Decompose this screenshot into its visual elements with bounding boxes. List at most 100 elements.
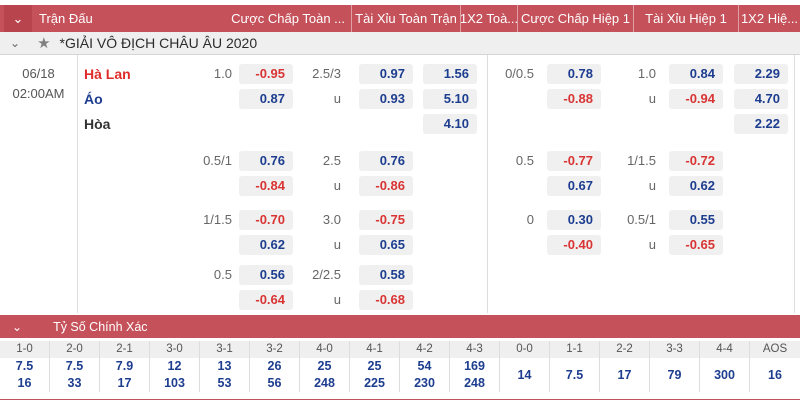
half-hdp-line: 0.5	[515, 153, 534, 168]
correct-score-title: Tỷ Số Chính Xác	[53, 319, 148, 334]
score-column: 1-1 7.5	[550, 341, 600, 392]
half-hdp-odds[interactable]: -0.40	[547, 234, 601, 255]
score-column: 3-0 12 103	[150, 341, 200, 392]
score-odds[interactable]: 7.5	[65, 359, 84, 373]
correct-score-bar: ⌄ Tỷ Số Chính Xác	[0, 315, 800, 338]
score-odds[interactable]: 79	[667, 368, 682, 382]
full-ou-line: 2.5	[322, 153, 341, 168]
half-under-odds[interactable]: -0.65	[669, 234, 723, 255]
league-collapse-chevron-icon[interactable]: ⌄	[10, 36, 21, 50]
full-over-odds[interactable]: 0.97	[359, 63, 413, 84]
half-hdp-odds[interactable]: 0.78	[547, 63, 601, 84]
score-odds[interactable]: 103	[164, 376, 185, 390]
section-divider	[794, 55, 795, 313]
score-odds[interactable]: 248	[464, 376, 485, 390]
score-odds[interactable]: 16	[17, 376, 32, 390]
half-over-odds[interactable]: 0.55	[669, 209, 723, 230]
full-hdp-odds[interactable]: 0.76	[239, 150, 293, 171]
score-header: 1-0	[0, 341, 49, 358]
score-column: 4-1 25 225	[350, 341, 400, 392]
full-under-odds[interactable]: 0.93	[359, 88, 413, 109]
score-odds[interactable]: 16	[768, 368, 782, 382]
betting-odds-board: ⌄ Trận Đấu Cược Chấp Toàn ... Tài Xỉu To…	[0, 5, 800, 400]
score-odds[interactable]: 17	[617, 368, 632, 382]
odds-row: -0.84 u -0.86 0.67 u 0.62	[78, 173, 800, 198]
full-hdp-line: 0.5	[213, 267, 232, 282]
score-odds[interactable]: 7.5	[15, 359, 34, 373]
full-1x2-draw-odds[interactable]: 4.10	[423, 113, 477, 134]
score-header: 4-1	[350, 341, 399, 358]
half-ou-line: 1.0	[637, 66, 656, 81]
score-odds[interactable]: 53	[217, 376, 232, 390]
full-over-odds[interactable]: 0.76	[359, 150, 413, 171]
score-odds[interactable]: 225	[364, 376, 385, 390]
score-odds[interactable]: 25	[367, 359, 382, 373]
odds-header-bar: ⌄ Trận Đấu Cược Chấp Toàn ... Tài Xỉu To…	[0, 5, 800, 32]
full-1x2-away-odds[interactable]: 5.10	[423, 88, 477, 109]
full-1x2-home-odds[interactable]: 1.56	[423, 63, 477, 84]
half-hdp-odds[interactable]: -0.88	[547, 88, 601, 109]
half-over-odds[interactable]: -0.72	[669, 150, 723, 171]
score-odds[interactable]: 33	[67, 376, 82, 390]
full-hdp-odds[interactable]: -0.70	[239, 209, 293, 230]
full-over-odds[interactable]: 0.58	[359, 264, 413, 285]
odds-row: -0.64 u -0.68	[78, 287, 800, 312]
full-ou-line: u	[333, 237, 341, 252]
header-half-handicap: Cược Chấp Hiệp 1	[517, 5, 633, 32]
half-hdp-odds[interactable]: 0.67	[547, 175, 601, 196]
score-collapse-chevron-icon[interactable]: ⌄	[12, 319, 23, 334]
score-odds[interactable]: 13	[217, 359, 232, 373]
league-row: ⌄ ★ *GIẢI VÔ ĐỊCH CHÂU ÂU 2020	[0, 32, 800, 55]
score-odds[interactable]: 230	[414, 376, 435, 390]
full-under-odds[interactable]: -0.86	[359, 175, 413, 196]
team-draw: Hòa	[84, 115, 111, 132]
score-odds[interactable]: 300	[714, 368, 735, 382]
collapse-all-button[interactable]: ⌄	[4, 5, 32, 32]
odds-row: 0.5/1 0.76 2.5 0.76 0.5 -0.77 1/1.5 -0.7…	[78, 148, 800, 173]
score-odds[interactable]: 248	[314, 376, 335, 390]
header-half-1x2: 1X2 Hiệ...	[738, 5, 800, 32]
full-hdp-odds[interactable]: 0.56	[239, 264, 293, 285]
match-datetime: 06/18 02:00AM	[0, 55, 78, 313]
score-odds[interactable]: 17	[117, 376, 132, 390]
full-ou-line: 3.0	[322, 212, 341, 227]
score-odds[interactable]: 26	[267, 359, 282, 373]
odds-row-draw: Hòa 4.10 2.22	[78, 111, 800, 136]
full-hdp-odds[interactable]: -0.64	[239, 289, 293, 310]
score-header: 2-0	[50, 341, 99, 358]
half-hdp-odds[interactable]: -0.77	[547, 150, 601, 171]
score-odds[interactable]: 7.5	[565, 368, 584, 382]
half-hdp-odds[interactable]: 0.30	[547, 209, 601, 230]
full-over-odds[interactable]: -0.75	[359, 209, 413, 230]
score-odds[interactable]: 25	[317, 359, 332, 373]
score-odds[interactable]: 14	[517, 368, 532, 382]
score-odds[interactable]: 56	[267, 376, 282, 390]
half-hdp-line: 0/0.5	[505, 66, 534, 81]
league-title: *GIẢI VÔ ĐỊCH CHÂU ÂU 2020	[59, 35, 258, 51]
score-header: 2-1	[100, 341, 149, 358]
half-1x2-away-odds[interactable]: 4.70	[734, 88, 788, 109]
favorite-star-icon[interactable]: ★	[37, 35, 51, 52]
score-odds[interactable]: 169	[464, 359, 485, 373]
half-1x2-home-odds[interactable]: 2.29	[734, 63, 788, 84]
score-odds[interactable]: 54	[417, 359, 432, 373]
full-under-odds[interactable]: -0.68	[359, 289, 413, 310]
half-1x2-draw-odds[interactable]: 2.22	[734, 113, 788, 134]
full-ou-line: 2.5/3	[312, 66, 341, 81]
full-hdp-odds[interactable]: -0.84	[239, 175, 293, 196]
full-hdp-odds[interactable]: 0.62	[239, 234, 293, 255]
odds-row: 0.5 0.56 2/2.5 0.58	[78, 262, 800, 287]
full-under-odds[interactable]: 0.65	[359, 234, 413, 255]
half-under-odds[interactable]: 0.62	[669, 175, 723, 196]
full-hdp-odds[interactable]: 0.87	[239, 88, 293, 109]
half-under-odds[interactable]: -0.94	[669, 88, 723, 109]
half-over-odds[interactable]: 0.84	[669, 63, 723, 84]
full-hdp-line: 1.0	[213, 66, 232, 81]
full-ou-line: u	[333, 91, 341, 106]
header-half-ou: Tài Xỉu Hiệp 1	[633, 5, 738, 32]
full-hdp-odds[interactable]: -0.95	[239, 63, 293, 84]
score-column: 4-2 54 230	[400, 341, 450, 392]
score-header: 2-2	[600, 341, 649, 358]
score-odds[interactable]: 7.9	[115, 359, 134, 373]
score-odds[interactable]: 12	[167, 359, 182, 373]
